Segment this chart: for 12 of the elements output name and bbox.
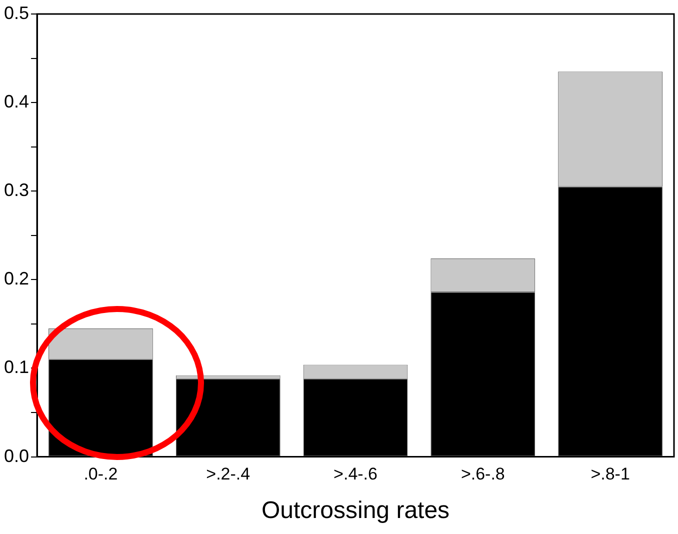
y-tick-label: 0.3 xyxy=(4,180,30,200)
y-tick-label: 0.4 xyxy=(4,92,30,112)
x-tick-label: >.6-.8 xyxy=(460,464,505,484)
x-tick-label: .0-.2 xyxy=(84,464,118,484)
x-tick-label: >.4-.6 xyxy=(334,464,378,484)
y-tick-label: 0.1 xyxy=(4,357,30,378)
x-tick-label: >.8-1 xyxy=(590,464,630,484)
x-axis-title: Outcrossing rates xyxy=(261,497,450,524)
y-tick-label: 0.0 xyxy=(4,446,30,466)
x-tick-label: >.2-.4 xyxy=(206,464,250,484)
y-tick-label: 0.5 xyxy=(4,2,30,23)
y-tick-label: 0.2 xyxy=(4,268,30,289)
